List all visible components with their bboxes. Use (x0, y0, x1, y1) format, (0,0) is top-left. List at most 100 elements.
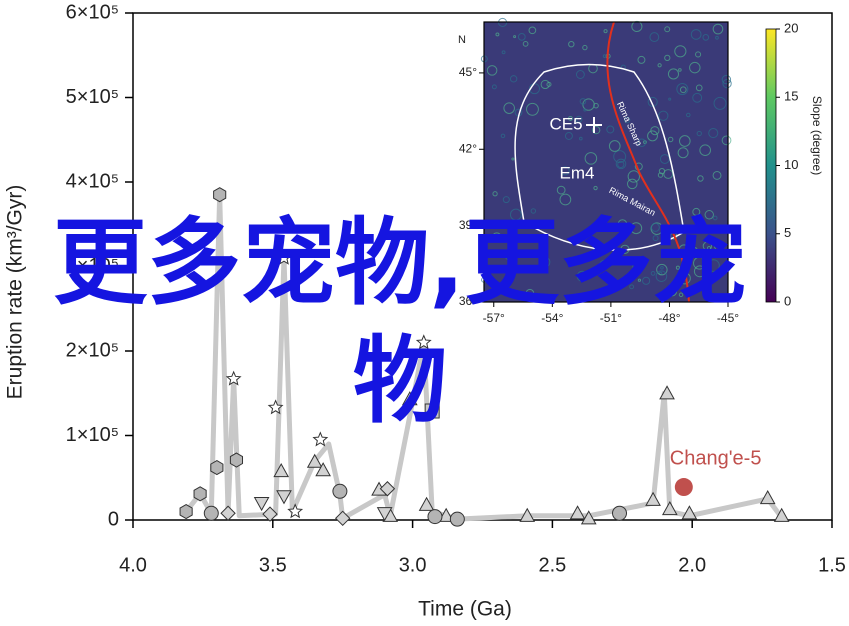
map-texture (575, 70, 585, 79)
data-point (659, 385, 675, 400)
data-point (379, 481, 396, 497)
map-texture (692, 247, 698, 253)
map-texture (539, 256, 551, 268)
map-texture (502, 196, 510, 204)
data-point (415, 334, 432, 350)
data-point (315, 462, 331, 477)
map-texture (660, 266, 664, 270)
map-texture (503, 102, 515, 114)
map-label: CE5 (549, 114, 582, 133)
map-texture (627, 170, 641, 183)
colorbar-tick-label: 15 (784, 89, 798, 104)
map-texture (650, 126, 660, 136)
map-texture (526, 102, 539, 116)
map-texture (530, 208, 537, 214)
map-texture (689, 61, 701, 74)
map-texture (702, 34, 710, 41)
data-point (276, 249, 292, 265)
colorbar (765, 28, 777, 303)
map-texture (686, 112, 691, 118)
map-texture (649, 32, 660, 43)
y-tick-label: 5×10⁵ (66, 86, 119, 108)
y-axis-label: Eruption rate (km³/Gyr) (4, 185, 27, 400)
data-point (438, 507, 455, 522)
colorbar-label: Slope (degree) (810, 96, 824, 175)
map-texture (677, 147, 689, 159)
map-texture (559, 193, 572, 206)
map-texture (657, 172, 664, 178)
data-point (334, 510, 351, 527)
overlay-text: 更多宠物,更多宠物 (53, 209, 747, 436)
map-texture (637, 55, 646, 64)
map-texture (712, 170, 722, 180)
colorbar-tick-label: 20 (784, 20, 798, 35)
map-texture (602, 54, 607, 58)
map-texture (721, 74, 732, 85)
data-point (262, 506, 278, 522)
y-tick-label: 39° (459, 218, 477, 232)
map-texture (630, 222, 643, 235)
map-texture (693, 256, 706, 270)
data-point (569, 505, 586, 520)
data-point (418, 496, 435, 511)
map-texture (637, 138, 647, 147)
data-point (287, 503, 304, 519)
map-texture (615, 158, 627, 170)
y-tick-label: 2×10⁵ (66, 339, 119, 361)
data-point (225, 370, 242, 386)
map-texture (692, 92, 703, 103)
map-texture (679, 86, 687, 94)
map-texture (582, 44, 588, 51)
data-point (210, 460, 224, 476)
map-texture (655, 270, 668, 282)
map-texture (715, 35, 719, 40)
map-texture (650, 222, 660, 232)
map-texture (584, 152, 598, 165)
data-point (519, 507, 536, 522)
map-texture (624, 117, 631, 124)
map-texture (668, 282, 677, 291)
map-texture (509, 75, 518, 83)
map-texture (626, 178, 638, 190)
data-point (773, 507, 790, 522)
map-texture (491, 232, 502, 243)
data-point (312, 431, 329, 447)
colorbar-tick-label: 5 (784, 225, 791, 240)
map-texture (674, 45, 687, 58)
map-texture (703, 272, 710, 280)
map-texture (707, 259, 720, 272)
map-texture (700, 248, 707, 256)
map-texture (658, 110, 669, 121)
map-texture (575, 115, 583, 123)
map-texture (560, 166, 570, 176)
data-point (229, 452, 244, 468)
map-texture (721, 135, 732, 146)
x-tick-label: 1.5 (818, 554, 846, 576)
map-texture (567, 115, 573, 121)
map-texture (606, 125, 615, 134)
map-texture (642, 276, 651, 285)
x-tick-label: -51° (600, 311, 622, 325)
rille (606, 21, 690, 303)
map-texture (613, 150, 627, 164)
x-tick-label: -57° (483, 311, 505, 325)
data-point (424, 403, 440, 419)
map-texture (608, 140, 621, 152)
data-point (203, 505, 219, 521)
map-texture (591, 125, 601, 135)
map-texture (693, 265, 706, 278)
map-texture (650, 271, 656, 276)
map-texture (528, 26, 537, 35)
map-texture (650, 222, 664, 235)
map-texture (513, 35, 517, 39)
x-tick-label: -48° (658, 311, 680, 325)
data-point (427, 509, 443, 525)
map-texture (664, 54, 671, 62)
site-marker (586, 117, 602, 133)
data-point (580, 510, 597, 525)
data-point (276, 490, 292, 505)
map-texture (690, 29, 702, 40)
mare-boundary (514, 63, 685, 251)
